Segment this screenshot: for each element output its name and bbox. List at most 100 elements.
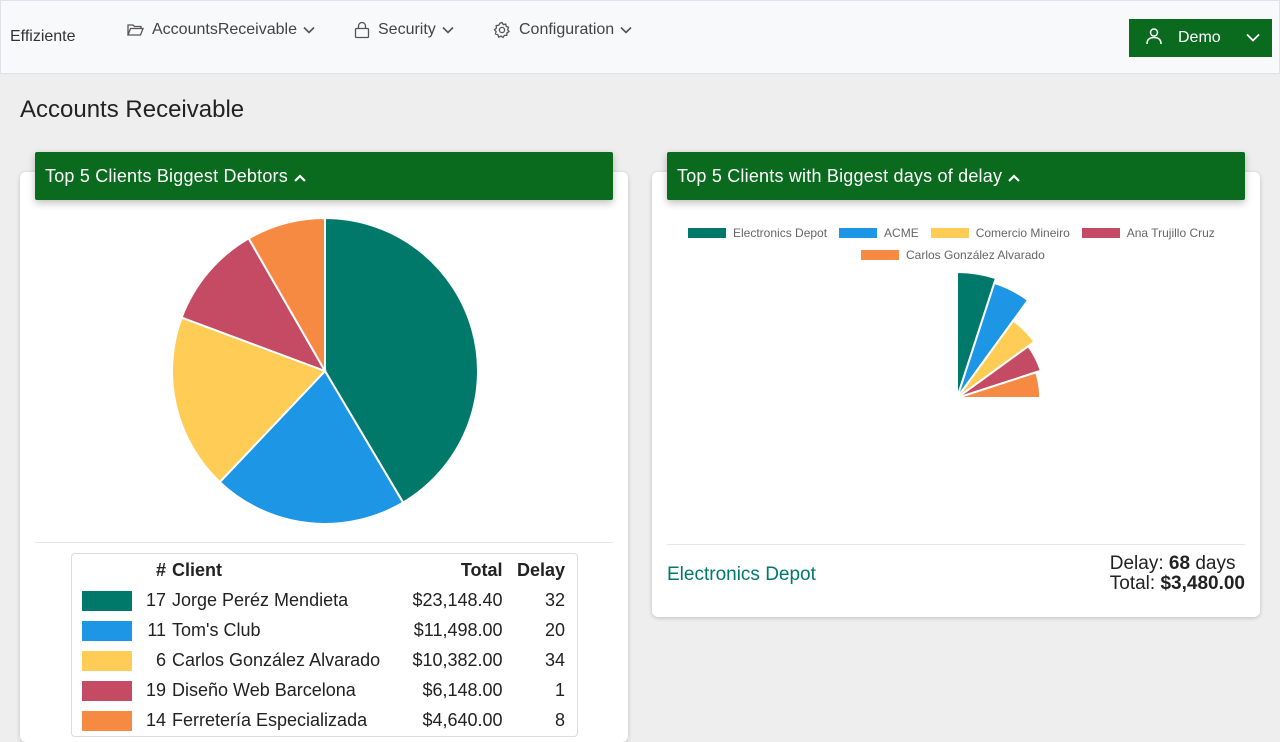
page-title: Accounts Receivable	[20, 96, 245, 123]
color-swatch	[82, 710, 132, 731]
legend-swatch	[839, 228, 878, 238]
card-title: Top 5 Clients with Biggest days of delay	[677, 165, 1003, 186]
legend-item[interactable]: Electronics Depot	[688, 226, 827, 240]
legend-item[interactable]: Ana Trujillo Cruz	[1081, 226, 1215, 240]
legend-swatch	[930, 228, 969, 238]
pie-slice-diseno-web-barcelona[interactable]	[180, 237, 328, 373]
header-num: #	[155, 559, 166, 580]
debtors-divider	[35, 542, 613, 543]
row-delay: 34	[544, 649, 565, 670]
delay-line: Delay: 68 days	[1110, 554, 1245, 574]
table-row[interactable]: 14 Ferretería Especializada $4,640.00 8	[74, 706, 575, 734]
row-num: 6	[155, 649, 166, 670]
pie-slice-tom-s-club[interactable]	[218, 369, 405, 525]
header-client: Client	[172, 559, 223, 580]
delay-card-header[interactable]: Top 5 Clients with Biggest days of delay	[667, 152, 1245, 200]
row-delay: 8	[554, 709, 565, 730]
header-delay: Delay	[516, 559, 565, 580]
chevron-down-icon	[442, 26, 454, 34]
nav-security[interactable]: Security	[354, 19, 454, 41]
folder-open-icon	[127, 23, 144, 37]
table-row[interactable]: 6 Carlos González Alvarado $10,382.00 34	[74, 646, 575, 674]
row-client: Diseño Web Barcelona	[172, 679, 356, 700]
row-num: 11	[147, 619, 166, 640]
chevron-down-icon	[1246, 29, 1260, 47]
legend-item[interactable]: Comercio Mineiro	[930, 226, 1070, 240]
legend-label: Electronics Depot	[733, 226, 828, 240]
user-name: Demo	[1178, 29, 1221, 46]
nav-label: Configuration	[519, 21, 615, 38]
row-total: $10,382.00	[412, 649, 503, 670]
legend-swatch	[1081, 228, 1120, 238]
top-navbar: Effiziente AccountsReceivable Security C…	[0, 0, 1280, 74]
pie-slice-carlos-gonzalez-alvarado[interactable]	[171, 316, 327, 484]
debtors-pie-chart	[171, 216, 479, 525]
row-delay: 1	[554, 679, 565, 700]
legend-swatch	[861, 250, 899, 260]
polar-slice-ana-trujillo-cruz[interactable]	[956, 344, 1043, 399]
legend-item[interactable]: ACME	[839, 226, 919, 240]
pie-slice-jorge-perez-mendieta[interactable]	[324, 216, 479, 504]
user-menu-button[interactable]: Demo	[1129, 19, 1272, 57]
row-client: Tom's Club	[172, 619, 261, 640]
color-swatch	[82, 590, 132, 611]
delay-chart-legend-row2: Carlos González Alvarado	[861, 248, 1057, 262]
legend-swatch	[688, 228, 726, 238]
legend-label: Carlos González Alvarado	[906, 248, 1045, 262]
row-delay: 20	[544, 619, 565, 640]
delay-unit: days	[1195, 553, 1236, 574]
selected-client-link[interactable]: Electronics Depot	[667, 564, 816, 585]
row-total: $6,148.00	[422, 679, 503, 700]
table-header-row: # Client Total Delay	[74, 556, 575, 584]
row-client: Ferretería Especializada	[172, 709, 368, 730]
color-swatch	[82, 650, 132, 671]
debtors-card-header[interactable]: Top 5 Clients Biggest Debtors	[35, 152, 613, 200]
table-row[interactable]: 19 Diseño Web Barcelona $6,148.00 1	[74, 676, 575, 704]
row-client: Carlos González Alvarado	[172, 649, 381, 670]
brand-name[interactable]: Effiziente	[10, 28, 76, 45]
row-num: 19	[145, 679, 166, 700]
row-total: $11,498.00	[413, 619, 503, 640]
row-total: $4,640.00	[422, 709, 503, 730]
nav-label: AccountsReceivable	[152, 21, 297, 38]
row-num: 14	[145, 709, 166, 730]
chevron-down-icon	[620, 26, 632, 34]
table-row[interactable]: 11 Tom's Club $11,498.00 20	[74, 616, 575, 644]
row-total: $23,148.40	[412, 589, 503, 610]
header-swatch	[74, 556, 138, 584]
card-title: Top 5 Clients Biggest Debtors	[45, 165, 288, 186]
delay-polar-chart	[956, 270, 1043, 399]
polar-slice-acme[interactable]	[956, 281, 1030, 399]
debtors-table: # Client Total Delay 17 Jorge Peréz Mend…	[71, 553, 578, 737]
total-label: Total:	[1109, 573, 1156, 594]
user-icon	[1145, 27, 1163, 50]
legend-label: ACME	[884, 226, 919, 240]
pie-slice-ferreteria-especializada[interactable]	[247, 216, 326, 375]
selected-client-info: Delay: 68 days Total: $3,480.00	[1110, 554, 1245, 594]
nav-accounts-receivable[interactable]: AccountsReceivable	[127, 19, 315, 41]
total-value: $3,480.00	[1160, 573, 1245, 594]
total-line: Total: $3,480.00	[1110, 574, 1245, 594]
gear-icon	[493, 21, 511, 39]
nav-label: Security	[378, 21, 436, 38]
chevron-up-icon[interactable]	[294, 166, 306, 187]
chevron-down-icon	[303, 26, 315, 34]
lock-icon	[354, 21, 370, 39]
row-client: Jorge Peréz Mendieta	[172, 589, 349, 610]
polar-slice-comercio-mineiro[interactable]	[956, 319, 1036, 399]
table-row[interactable]: 17 Jorge Peréz Mendieta $23,148.40 32	[74, 586, 575, 614]
header-total: Total	[460, 559, 503, 580]
row-delay: 32	[544, 589, 565, 610]
legend-label: Comercio Mineiro	[975, 226, 1070, 240]
legend-item[interactable]: Carlos González Alvarado	[861, 248, 1045, 262]
row-num: 17	[145, 589, 166, 610]
chevron-up-icon[interactable]	[1008, 166, 1020, 187]
color-swatch	[82, 680, 132, 701]
polar-slice-carlos-gonzalez-alvarado[interactable]	[956, 371, 1042, 399]
delay-chart-legend: Electronics Depot ACME Comercio Mineiro …	[688, 226, 1227, 240]
color-swatch	[82, 620, 132, 641]
delay-label: Delay:	[1109, 553, 1164, 574]
nav-configuration[interactable]: Configuration	[493, 19, 632, 41]
legend-label: Ana Trujillo Cruz	[1126, 226, 1215, 240]
delay-divider	[667, 544, 1245, 545]
